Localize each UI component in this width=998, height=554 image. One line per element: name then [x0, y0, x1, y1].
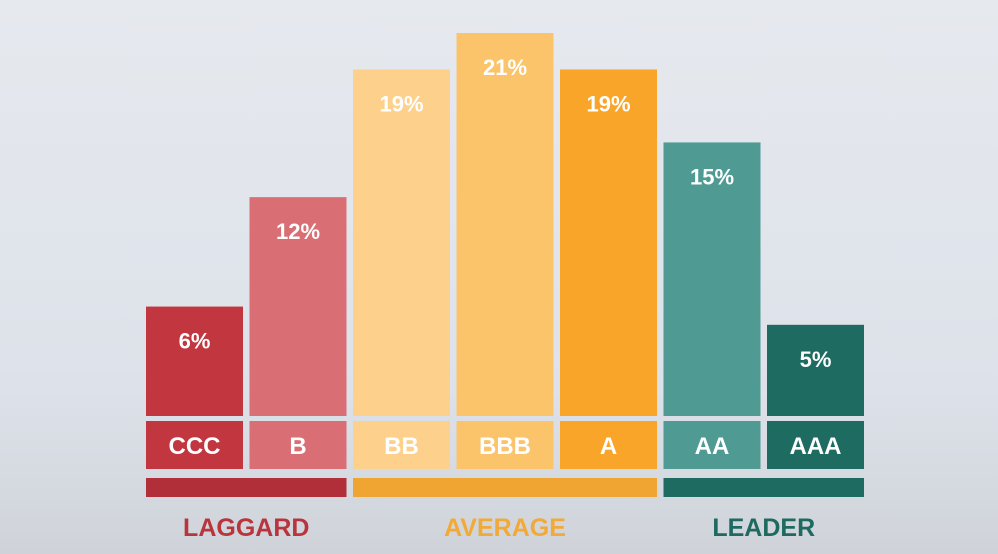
category-box-aaa	[767, 421, 864, 469]
value-label-aa: 15%	[690, 164, 734, 189]
value-label-ccc: 6%	[179, 329, 211, 354]
value-label-bbb: 21%	[483, 55, 527, 80]
category-labels-layer: CCC B BB BBB A AA AAA	[146, 421, 864, 469]
bars-layer: 6% 12% 19% 21% 19% 15% 5%	[146, 33, 864, 416]
category-label-bb: BB	[384, 433, 419, 460]
group-label-laggard: LAGGARD	[183, 514, 309, 542]
group-label-average: AVERAGE	[444, 514, 566, 542]
category-label-ccc: CCC	[169, 433, 221, 460]
value-label-bb: 19%	[379, 91, 423, 116]
group-band-laggard	[146, 478, 347, 497]
bar-bbb	[456, 33, 554, 416]
category-label-aaa: AAA	[790, 433, 842, 460]
bar-aaa	[767, 324, 864, 416]
category-box-bbb	[456, 421, 554, 469]
bar-aa	[663, 142, 761, 416]
category-box-b	[249, 421, 347, 469]
bar-ccc	[146, 306, 243, 416]
group-label-leader: LEADER	[712, 514, 815, 542]
category-box-aa	[663, 421, 761, 469]
group-band-average	[353, 478, 657, 497]
value-label-aaa: 5%	[800, 347, 832, 372]
bar-bb	[353, 69, 450, 416]
category-label-bbb: BBB	[479, 433, 531, 460]
category-label-aa: AA	[695, 433, 730, 460]
value-label-b: 12%	[276, 219, 320, 244]
category-label-b: B	[289, 433, 306, 460]
category-box-bb	[353, 421, 450, 469]
category-box-ccc	[146, 421, 243, 469]
category-label-a: A	[600, 433, 617, 460]
group-band-leader	[663, 478, 864, 497]
bar-a	[560, 69, 657, 416]
category-box-a	[560, 421, 657, 469]
value-label-a: 19%	[586, 91, 630, 116]
group-bands-layer: LAGGARD AVERAGE LEADER	[146, 478, 864, 542]
bar-b	[249, 197, 347, 416]
